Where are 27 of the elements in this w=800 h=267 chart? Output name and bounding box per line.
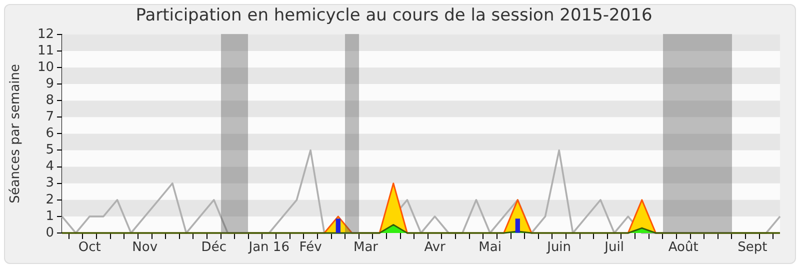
y-tick-label: 12	[37, 26, 54, 42]
x-tick-label: Fév	[299, 240, 322, 256]
x-tick-label: Jan 16	[248, 240, 290, 256]
y-tick-label: 5	[46, 142, 54, 158]
y-tick-label: 11	[37, 43, 54, 58]
y-tick-label: 7	[46, 110, 54, 125]
y-tick-label: 2	[46, 192, 54, 208]
y-tick-label: 1	[46, 208, 54, 224]
y-tick-label: 9	[46, 76, 54, 92]
x-tick-label: Sept	[738, 240, 768, 256]
y-axis-title: Séances par semaine	[8, 64, 24, 204]
x-tick-label: Mar	[354, 240, 379, 256]
x-tick-label: Oct	[78, 240, 101, 256]
y-tick-label: 4	[46, 159, 54, 174]
x-tick-label: Mai	[478, 240, 502, 256]
y-tick-label: 0	[46, 225, 54, 240]
x-tick-label: Août	[668, 240, 698, 256]
y-tick-label: 8	[46, 92, 54, 108]
x-tick-label: Déc	[201, 240, 226, 256]
y-tick-label: 10	[37, 60, 54, 75]
x-tick-label: Juin	[546, 240, 572, 256]
x-tick-label: Juil	[604, 240, 624, 256]
y-tick-label: 3	[46, 176, 54, 191]
x-tick-label: Avr	[424, 240, 446, 256]
x-tick-label: Nov	[132, 240, 158, 256]
chart-title: Participation en hemicycle au cours de la session 2015-2016	[136, 6, 652, 26]
y-tick-label: 6	[46, 126, 54, 142]
